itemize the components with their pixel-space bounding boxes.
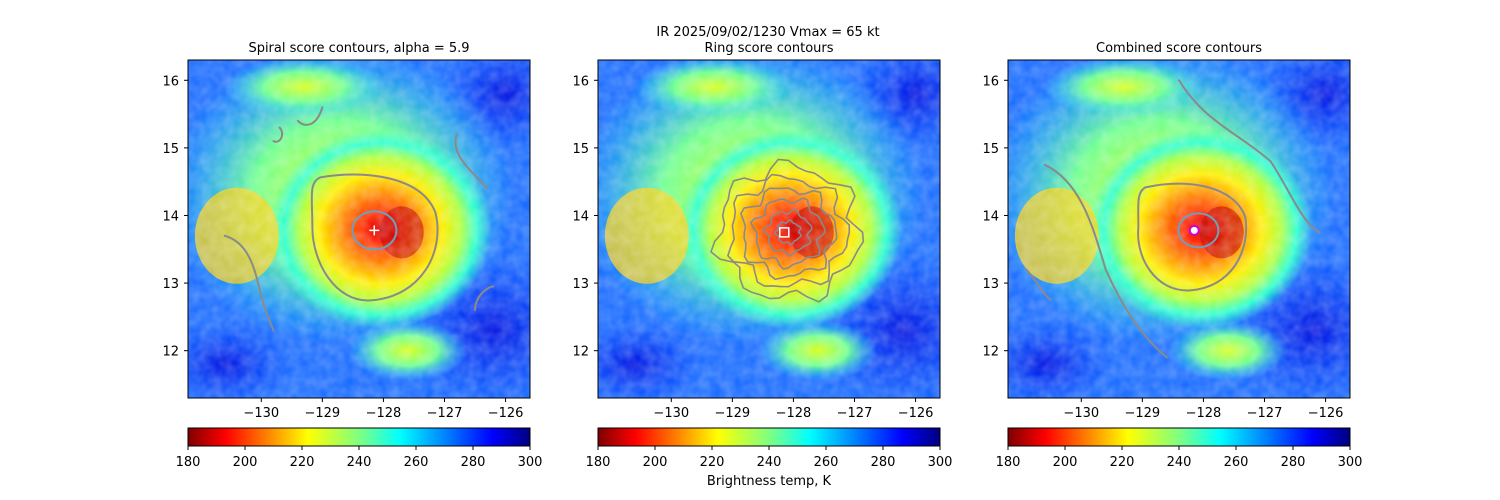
colorbar-tick-label: 200 bbox=[643, 455, 668, 470]
contour-line bbox=[296, 106, 324, 126]
contour-line bbox=[272, 126, 284, 143]
y-tick-label: 13 bbox=[162, 277, 179, 292]
contour-line bbox=[710, 158, 865, 303]
y-tick-label: 13 bbox=[982, 277, 999, 292]
y-tick-label: 14 bbox=[162, 209, 179, 224]
panel-1: Spiral score contours, alpha = 5.9 −130 −1… bbox=[162, 41, 543, 470]
contour-layer bbox=[223, 106, 495, 332]
y-tick-label: 15 bbox=[982, 142, 999, 157]
colorbar-tick-label: 220 bbox=[1110, 455, 1135, 470]
colorbar bbox=[597, 427, 941, 447]
colorbar-tick-label: 240 bbox=[347, 455, 372, 470]
y-tick-label: 16 bbox=[982, 74, 999, 89]
colorbar-tick-label: 180 bbox=[176, 455, 201, 470]
panel-2: Ring score contours −130 −129 −128 −127 −126 1… bbox=[572, 41, 953, 489]
contour-line bbox=[1177, 212, 1220, 249]
center-marker-circle bbox=[1188, 224, 1200, 236]
contour-line bbox=[454, 133, 489, 190]
y-tick-label: 13 bbox=[572, 277, 589, 292]
contour-line bbox=[474, 285, 495, 312]
center-marker-plus bbox=[369, 225, 380, 236]
x-tick-label: −130 bbox=[653, 406, 689, 421]
panel-3: Combined score contours −130 −129 −128 −127 −… bbox=[982, 41, 1363, 470]
colorbar-tick-label: 180 bbox=[586, 455, 611, 470]
axes-frame bbox=[1007, 59, 1351, 399]
x-tick-label: −128 bbox=[1186, 406, 1222, 421]
ring-contours bbox=[710, 158, 865, 303]
y-tick-label: 12 bbox=[572, 345, 589, 360]
contour-line bbox=[749, 197, 826, 270]
x-tick-label: −126 bbox=[898, 406, 934, 421]
colorbar-tick-label: 220 bbox=[700, 455, 725, 470]
colorbar-tick-label: 300 bbox=[518, 455, 543, 470]
contour-line bbox=[762, 208, 813, 257]
y-tick-label: 12 bbox=[982, 345, 999, 360]
colorbar bbox=[1007, 427, 1351, 447]
x-tick-label: −128 bbox=[366, 406, 402, 421]
axes-frame bbox=[597, 59, 941, 399]
contour-line bbox=[773, 219, 803, 246]
colorbar-tick-label: 200 bbox=[1053, 455, 1078, 470]
contour-line bbox=[1025, 268, 1052, 301]
colorbar-tick-label: 260 bbox=[404, 455, 429, 470]
contour-line bbox=[1043, 163, 1168, 359]
contour-line bbox=[726, 173, 851, 288]
panel-title: Combined score contours bbox=[1096, 41, 1262, 56]
colorbar-tick-label: 300 bbox=[928, 455, 953, 470]
y-tick-label: 16 bbox=[162, 74, 179, 89]
y-tick-label: 15 bbox=[572, 142, 589, 157]
x-tick-label: −129 bbox=[304, 406, 340, 421]
colorbar-tick-label: 260 bbox=[814, 455, 839, 470]
figure-suptitle: IR 2025/09/02/1230 Vmax = 65 kt bbox=[656, 25, 879, 40]
x-tick-label: −130 bbox=[243, 406, 279, 421]
contour-layer bbox=[710, 158, 865, 303]
x-tick-label: −126 bbox=[488, 406, 524, 421]
texture-overlay bbox=[598, 60, 940, 398]
x-tick-label: −128 bbox=[776, 406, 812, 421]
y-tick-label: 15 bbox=[162, 142, 179, 157]
colorbar-tick-label: 280 bbox=[461, 455, 486, 470]
ir-image bbox=[188, 60, 530, 398]
contour-line bbox=[351, 210, 398, 251]
colorbar-tick-label: 280 bbox=[871, 455, 896, 470]
colorbar-tick-label: 200 bbox=[233, 455, 258, 470]
colorbar-tick-label: 280 bbox=[1281, 455, 1306, 470]
contour-line bbox=[1178, 79, 1321, 234]
texture-overlay bbox=[188, 60, 530, 398]
colorbar-tick-label: 240 bbox=[757, 455, 782, 470]
colorbar-tick-label: 180 bbox=[996, 455, 1021, 470]
ir-image bbox=[1008, 60, 1350, 398]
x-tick-label: −129 bbox=[714, 406, 750, 421]
y-tick-label: 12 bbox=[162, 345, 179, 360]
contour-layer bbox=[1025, 79, 1321, 359]
x-tick-label: −127 bbox=[427, 406, 463, 421]
contour-line bbox=[740, 187, 838, 281]
x-tick-label: −127 bbox=[837, 406, 873, 421]
contour-line bbox=[223, 234, 275, 332]
panel-title: Spiral score contours, alpha = 5.9 bbox=[248, 41, 469, 56]
center-marker-square bbox=[779, 227, 790, 238]
y-tick-label: 16 bbox=[572, 74, 589, 89]
contour-line bbox=[1137, 182, 1248, 292]
x-tick-label: −130 bbox=[1063, 406, 1099, 421]
y-tick-label: 14 bbox=[982, 209, 999, 224]
x-tick-label: −126 bbox=[1308, 406, 1344, 421]
x-tick-label: −127 bbox=[1247, 406, 1283, 421]
colorbar-tick-label: 240 bbox=[1167, 455, 1192, 470]
y-tick-label: 14 bbox=[572, 209, 589, 224]
colorbar-tick-label: 260 bbox=[1224, 455, 1249, 470]
contour-line bbox=[310, 173, 439, 302]
colorbar-tick-label: 300 bbox=[1338, 455, 1363, 470]
x-tick-label: −129 bbox=[1124, 406, 1160, 421]
axes-frame bbox=[187, 59, 531, 399]
panel-title: Ring score contours bbox=[704, 41, 833, 56]
colorbar-tick-label: 220 bbox=[290, 455, 315, 470]
ir-image bbox=[598, 60, 940, 398]
colorbar-label: Brightness temp, K bbox=[707, 474, 832, 489]
colorbar bbox=[187, 427, 531, 447]
